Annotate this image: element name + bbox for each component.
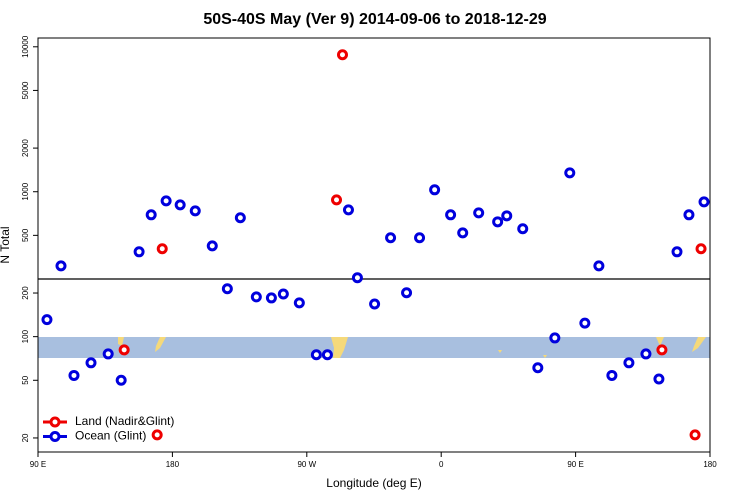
- point: [671, 246, 683, 258]
- point: [174, 199, 186, 211]
- point: [342, 204, 354, 216]
- point: [445, 209, 457, 221]
- point: [145, 209, 157, 221]
- x-tick-label: 90 W: [297, 460, 316, 469]
- point: [118, 344, 130, 356]
- point: [102, 348, 114, 360]
- point: [532, 362, 544, 374]
- point: [473, 207, 485, 219]
- legend-label: Land (Nadir&Glint): [75, 414, 174, 428]
- point: [221, 283, 233, 295]
- map-strip: [38, 337, 710, 358]
- point: [206, 240, 218, 252]
- y-tick-label: 20: [21, 433, 30, 442]
- point: [331, 194, 343, 206]
- point: [414, 232, 426, 244]
- point: [457, 227, 469, 239]
- point: [151, 429, 163, 441]
- x-tick-label: 180: [166, 460, 180, 469]
- point: [564, 167, 576, 179]
- plot-frame: [37, 37, 711, 453]
- point: [336, 49, 348, 61]
- point: [277, 288, 289, 300]
- point: [492, 216, 504, 228]
- legend-marker: [49, 431, 61, 442]
- legend-label: Ocean (Glint): [75, 429, 146, 443]
- chart-title: 50S-40S May (Ver 9) 2014-09-06 to 2018-1…: [203, 11, 546, 28]
- point: [401, 287, 413, 299]
- point: [265, 292, 277, 304]
- point: [189, 205, 201, 217]
- x-tick-label: 0: [439, 460, 444, 469]
- point: [156, 243, 168, 255]
- point: [321, 349, 333, 361]
- point: [683, 209, 695, 221]
- point: [517, 223, 529, 235]
- point: [593, 260, 605, 272]
- legend-marker: [49, 416, 61, 428]
- y-tick-label: 1000: [21, 182, 30, 200]
- point: [133, 246, 145, 258]
- y-tick-label: 2000: [21, 139, 30, 157]
- point: [623, 357, 635, 369]
- point: [68, 369, 80, 381]
- point: [656, 344, 668, 356]
- y-tick-label: 100: [21, 329, 30, 343]
- y-tick-label: 10000: [21, 35, 30, 58]
- y-axis-label: N Total: [0, 226, 12, 263]
- y-tick-label: 500: [21, 228, 30, 242]
- point: [85, 357, 97, 369]
- point: [698, 196, 710, 208]
- point: [250, 291, 262, 303]
- point: [293, 297, 305, 309]
- point: [310, 349, 322, 361]
- x-tick-label: 90 E: [30, 460, 46, 469]
- point: [369, 298, 381, 310]
- x-axis-label: Longitude (deg E): [326, 476, 421, 490]
- point: [695, 243, 707, 255]
- point: [579, 317, 591, 329]
- y-tick-label: 200: [21, 286, 30, 300]
- point: [689, 429, 701, 441]
- x-tick-label: 180: [703, 460, 717, 469]
- point: [501, 210, 513, 222]
- x-tick-label: 90 E: [567, 460, 583, 469]
- point: [115, 374, 127, 386]
- point: [234, 212, 246, 224]
- point: [385, 232, 397, 244]
- point: [653, 373, 665, 385]
- point: [429, 184, 441, 196]
- point: [549, 332, 561, 344]
- point: [55, 260, 67, 272]
- point: [606, 369, 618, 381]
- y-tick-label: 50: [21, 375, 30, 384]
- point: [351, 272, 363, 284]
- point: [160, 195, 172, 207]
- y-tick-label: 5000: [21, 81, 30, 99]
- point: [640, 348, 652, 360]
- point: [41, 314, 53, 326]
